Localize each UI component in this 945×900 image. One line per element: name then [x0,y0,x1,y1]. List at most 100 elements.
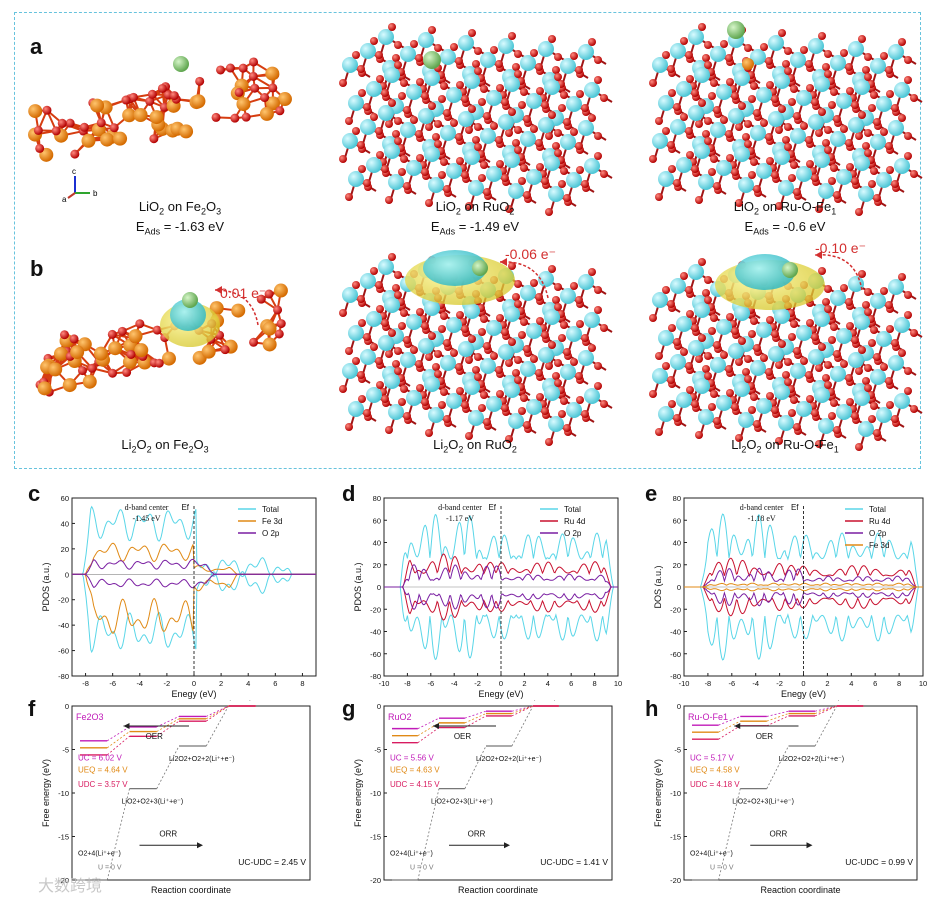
total-spin-down [72,571,316,654]
panel-label-c: c [28,481,41,506]
oer-arrowhead [433,723,439,729]
orr-label: ORR [468,830,486,839]
y-tick-label: -40 [370,628,381,637]
caption-b-fe2o3: Li2O2 on Fe2O3 [121,437,209,455]
state-0-label: O2+4(Li⁺+e⁻) [690,851,733,858]
y-tick-label: -20 [370,605,381,614]
charge-connector [766,715,789,727]
y-tick-label: -5 [674,746,681,755]
x-tick-label: -4 [752,679,759,688]
panel-label-g: g [342,696,356,721]
oer-label: OER [454,732,472,741]
legend-label: O 2p [564,529,582,538]
udc-label: UDC = 4.18 V [690,780,740,789]
total-spin-up [384,513,618,588]
state-0-label: O2+4(Li⁺+e⁻) [78,851,121,858]
caption-a-ruofe: LiO2 on Ru-O-Fe1 [733,199,837,217]
charge-connector [511,705,534,717]
axis-a-label: a [62,195,67,204]
charge-density-b-ruofe [715,254,825,310]
structure-b-ruo2 [339,253,613,446]
charge-density-b-fe2o3 [160,292,220,347]
y-tick-label: 0 [377,583,381,592]
axis-triad: c b a [62,167,98,204]
y-tick-label: 60 [373,516,381,525]
energy-a-fe2o3: EAds = -1.63 eV [135,219,225,237]
state-1-label: LiO2+O2+3(Li⁺+e⁻) [431,798,493,805]
dos-chart-e: -10 -8 -6 -4 -2 0 2 4 6 8 10806040200-20-40-60-80E… [653,494,927,699]
axis-b-label: b [93,189,98,198]
structure-a-ruo2 [339,23,613,216]
discharge-connector [156,745,180,789]
y-tick-label: -20 [670,605,681,614]
uc-label: UC = 5.56 V [390,753,434,762]
x-tick-label: 6 [873,679,877,688]
charge-density-b-ruo2 [405,250,515,305]
x-axis-label: Reaction coordinate [760,885,840,895]
charge-connector [106,731,130,749]
gap-label: UC-UDC = 0.99 V [845,857,913,867]
x-tick-label: 6 [569,679,573,688]
panel-label-a: a [30,34,43,59]
y-tick-label: -20 [670,876,681,885]
li-atom-a-ruo2 [423,51,441,69]
fe-3d-spin-down [684,586,923,592]
material-label: RuO2 [388,712,412,722]
d-band-center-label: d-band center [438,503,482,512]
x-tick-label: 8 [897,679,901,688]
y-tick-label: 80 [373,494,381,503]
x-tick-label: -10 [679,679,690,688]
x-axis-label: Enegy (eV) [478,689,523,699]
free-energy-chart-f: 0 -5 -10 -15 -20 Reaction coordinate Free ener… [41,700,311,895]
charge-connector [464,710,487,719]
charge-connector [814,705,837,712]
x-tick-label: -8 [82,679,89,688]
state-2-label: Li2O2+O2+2(Li⁺+e⁻) [169,756,235,763]
charge-connector [206,705,229,722]
o-2p-spin-up [684,567,923,588]
y-tick-label: -60 [370,650,381,659]
fermi-label: Ef [181,503,189,512]
d-band-center-label: d-band center [125,503,169,512]
state-3-label: 2(Li2O2) [833,700,860,701]
discharge-connector [766,745,789,789]
charge-arrow-ruo2 [499,261,549,299]
dos-chart-d: -10 -8 -6 -4 -2 0 2 4 6 8 10806040200-20-40-60-80E… [353,494,622,699]
x-tick-label: 6 [273,679,277,688]
y-tick-label: -80 [58,672,69,681]
charge-label-fe2o3: 0.01 e⁻ [220,285,267,301]
x-axis-label: Enegy (eV) [171,689,216,699]
x-tick-label: -4 [136,679,143,688]
state-0-label: O2+4(Li⁺+e⁻) [390,851,433,858]
y-tick-label: -20 [58,596,69,605]
charge-connector [417,727,440,744]
li-atom-a-fe2o3 [173,56,189,72]
state-2-label: Li2O2+O2+2(Li⁺+e⁻) [476,756,542,763]
y-tick-label: -60 [670,650,681,659]
panel-label-f: f [28,696,36,721]
x-tick-label: -2 [164,679,171,688]
charge-connector [766,710,789,717]
y-tick-label: -15 [370,833,381,842]
orr-arrowhead [197,842,203,849]
x-tick-label: 8 [593,679,597,688]
u0-label: U = 0 V [98,865,122,872]
y-tick-label: -40 [670,628,681,637]
oer-arrowhead [734,723,741,729]
y-axis-label: PDOS (a.u.) [353,562,363,611]
free-energy-chart-g: 0 -5 -10 -15 -20 Reaction coordinate Free ener… [353,700,613,895]
y-tick-label: 80 [673,494,681,503]
x-tick-label: -8 [705,679,712,688]
legend-label: Total [869,505,886,514]
charge-arrow-fe2o3 [214,289,259,326]
energy-a-ruo2: EAds = -1.49 eV [430,219,520,237]
x-tick-label: -2 [474,679,481,688]
y-axis-label: DOS (a.u.) [653,565,663,608]
fermi-label: Ef [791,503,799,512]
y-tick-label: 40 [673,539,681,548]
legend-label: Fe 3d [262,517,282,526]
x-axis-label: Reaction coordinate [458,885,538,895]
material-label: Ru-O-Fe1 [688,712,728,722]
axis-c-label: c [72,167,76,176]
state-1-label: LiO2+O2+3(Li⁺+e⁻) [732,798,794,805]
